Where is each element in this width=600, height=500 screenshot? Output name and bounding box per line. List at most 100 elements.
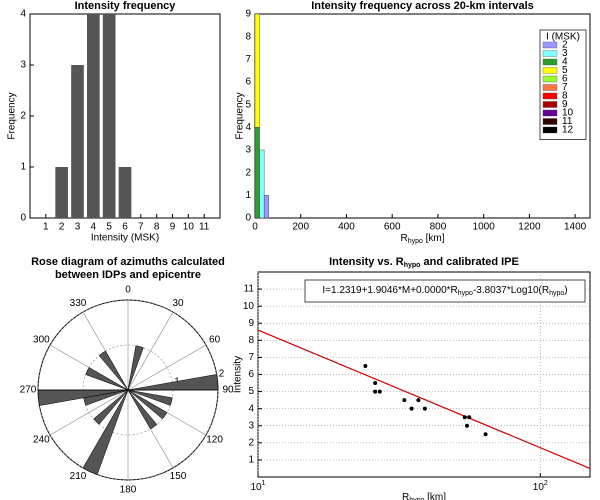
x-tick-label: 600 xyxy=(384,222,401,233)
x-tick-base: 10 xyxy=(250,482,262,493)
angle-label: 330 xyxy=(70,298,87,309)
rose-wedge xyxy=(82,389,129,475)
angle-label: 270 xyxy=(20,385,37,396)
y-tick-label: 6 xyxy=(248,369,254,380)
x-tick-exponent: 2 xyxy=(544,480,548,487)
rose-wedge xyxy=(98,350,129,391)
legend-label: 11 xyxy=(562,116,573,127)
x-axis-label: Rhypo [km] xyxy=(400,233,444,246)
x-tick-label: 6 xyxy=(122,222,128,233)
legend-swatch xyxy=(542,109,558,117)
histogram-bar xyxy=(254,127,260,219)
y-tick-label: 9 xyxy=(248,318,254,329)
y-tick-label: 3 xyxy=(245,145,251,156)
y-tick-label: 8 xyxy=(248,335,254,346)
angle-label: 0 xyxy=(125,285,131,296)
angle-label: 30 xyxy=(172,298,184,309)
x-axis-label-part: R xyxy=(400,233,407,244)
y-tick-label: 10 xyxy=(243,301,255,312)
x-tick-label: 9 xyxy=(170,222,176,233)
data-point xyxy=(363,363,368,368)
rose-wedge xyxy=(85,367,129,391)
data-point xyxy=(467,415,472,420)
angle-spoke xyxy=(127,344,207,391)
x-tick-label: 800 xyxy=(430,222,447,233)
y-tick-label: 9 xyxy=(245,9,251,20)
y-tick-label: 8 xyxy=(245,31,251,42)
x-tick-label: 8 xyxy=(154,222,160,233)
axes-frame xyxy=(254,13,591,219)
x-tick-label: 1000 xyxy=(473,222,496,233)
rose-wedge xyxy=(127,389,158,430)
legend-swatch xyxy=(542,75,558,83)
x-axis-label-part: [km] xyxy=(424,492,446,500)
x-tick-label: 1 xyxy=(43,222,49,233)
chart-title: Intensity frequency xyxy=(75,0,177,12)
y-tick-label: 0 xyxy=(20,213,26,224)
angle-label: 60 xyxy=(209,335,221,346)
chart-title: Intensity vs. Rhypo and calibrated IPE xyxy=(329,256,519,269)
y-tick-label: 2 xyxy=(248,437,254,448)
x-axis-label: Intensity (MSK) xyxy=(91,233,159,244)
histogram-bar xyxy=(254,13,260,128)
rose-wedge xyxy=(127,345,144,391)
x-axis-label-part: R xyxy=(402,492,409,500)
annotation-part: hypo xyxy=(549,290,564,297)
y-axis-label: Frequency xyxy=(235,92,246,139)
rose-wedge xyxy=(127,389,168,420)
angle-label: 180 xyxy=(120,485,137,496)
x-axis-label-part: hypo xyxy=(409,497,424,500)
legend-label: 2 xyxy=(562,40,568,51)
bar xyxy=(102,14,116,218)
legend-label: 9 xyxy=(562,99,568,110)
y-tick-label: 1 xyxy=(248,455,254,466)
x-axis-label: Rhypo [km] xyxy=(402,492,446,500)
legend-swatch xyxy=(542,58,558,66)
x-tick-label: 1200 xyxy=(518,222,541,233)
annotation-part: I=1.2319+1.9046*M+0.0000*R xyxy=(322,285,457,296)
x-tick-label: 102 xyxy=(533,480,548,492)
x-tick-label: 200 xyxy=(292,222,309,233)
legend-swatch xyxy=(542,50,558,57)
angle-label: 120 xyxy=(206,435,223,446)
data-point xyxy=(416,398,421,403)
data-point xyxy=(409,406,414,411)
legend-label: 7 xyxy=(562,82,568,93)
y-tick-label: 2 xyxy=(245,167,251,178)
legend-swatch xyxy=(542,126,558,134)
x-tick-label: 7 xyxy=(138,222,144,233)
rose-wedge xyxy=(127,389,173,406)
legend-label: 12 xyxy=(562,125,574,136)
data-point xyxy=(373,381,378,386)
legend-label: 8 xyxy=(562,91,568,102)
y-tick-label: 7 xyxy=(248,352,254,363)
angle-label: 150 xyxy=(170,471,187,482)
radial-tick-label: 2 xyxy=(219,369,225,380)
x-tick-label: 101 xyxy=(250,480,265,492)
x-tick-label: 400 xyxy=(338,222,355,233)
legend-label: 3 xyxy=(562,48,568,59)
x-tick-base: 10 xyxy=(533,482,545,493)
angle-label: 90 xyxy=(222,385,234,396)
legend-swatch xyxy=(542,84,558,91)
y-tick-label: 4 xyxy=(20,9,26,20)
y-tick-label: 7 xyxy=(245,54,251,65)
histogram-bar xyxy=(263,195,269,219)
legend-label: 10 xyxy=(562,108,574,119)
chart-title-part: Intensity vs. R xyxy=(329,256,404,268)
data-point xyxy=(377,389,382,394)
x-tick-label: 1400 xyxy=(564,222,587,233)
annotation-part: -3.8037*Log10(R xyxy=(473,285,549,296)
legend-swatch xyxy=(542,41,558,49)
x-axis-label-part: hypo xyxy=(408,238,423,245)
annotation-part: ) xyxy=(564,285,567,296)
rose-wedge xyxy=(93,389,129,425)
legend-title: I (MSK) xyxy=(546,32,580,43)
histogram-bar xyxy=(259,149,265,219)
angle-label: 240 xyxy=(33,435,50,446)
legend-label: 4 xyxy=(562,57,568,68)
chart-title: between IDPs and epicentre xyxy=(55,269,201,281)
legend-swatch xyxy=(542,92,558,100)
x-axis-label-part: [km] xyxy=(423,233,445,244)
